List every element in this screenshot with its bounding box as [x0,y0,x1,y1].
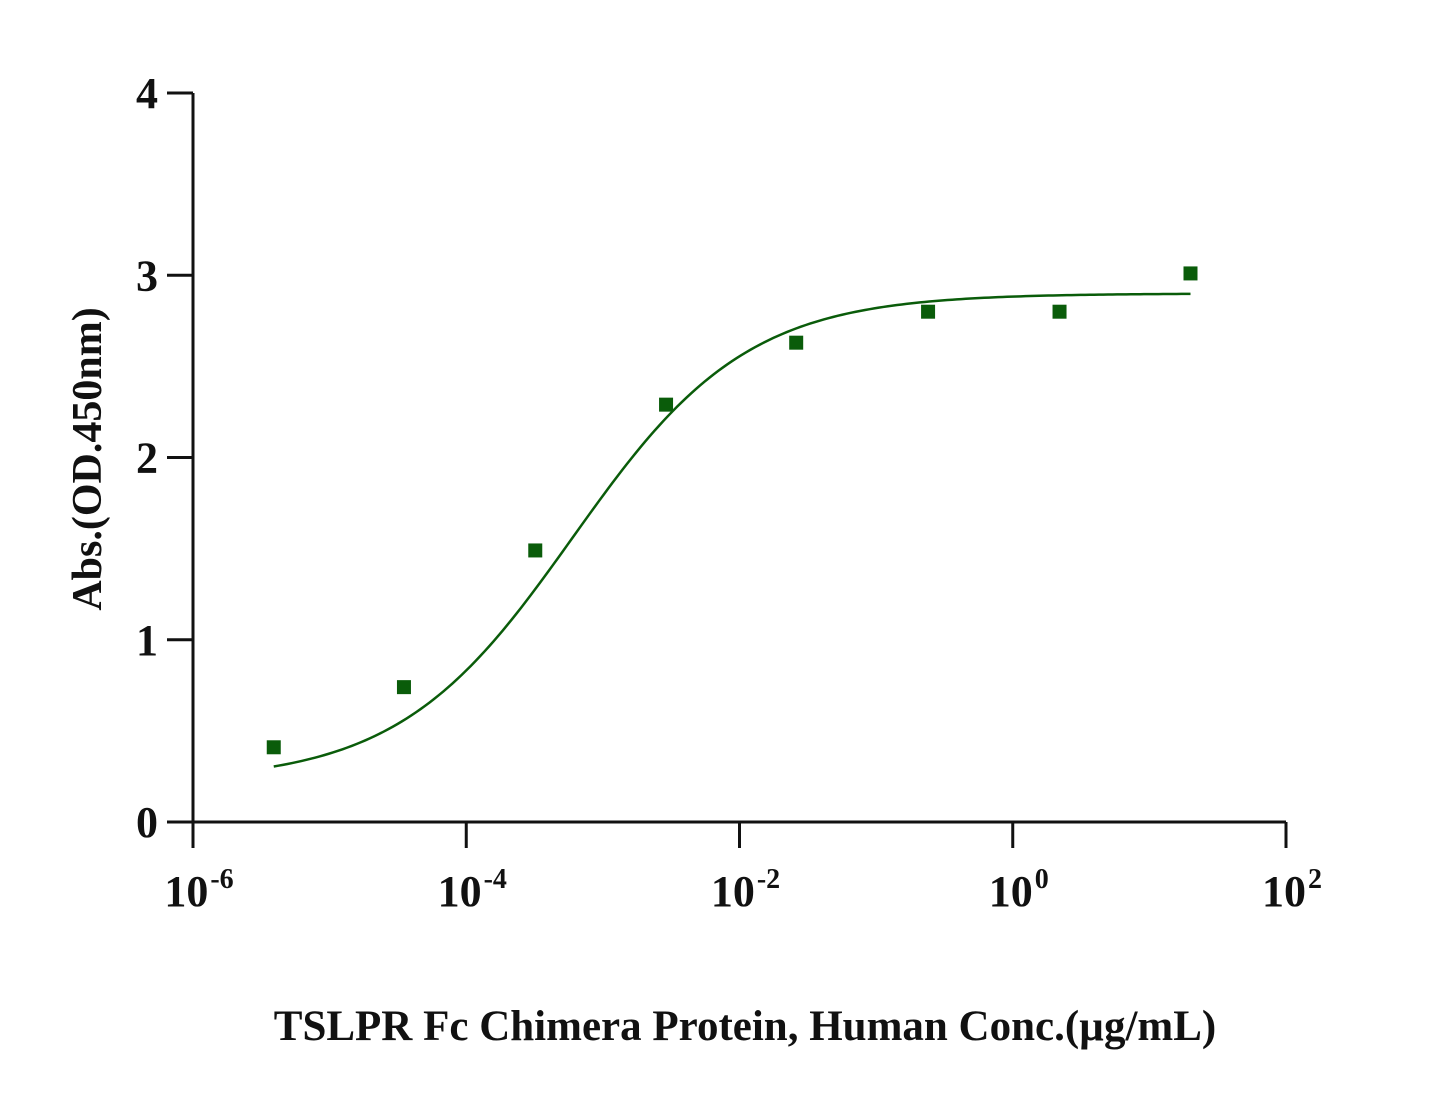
y-tick-label: 1 [136,616,158,665]
x-tick-exponent: 2 [1308,864,1322,895]
y-tick-label: 3 [136,251,158,300]
x-tick-label: 10-6 [164,864,233,916]
x-tick-base: 10 [711,867,755,916]
x-tick-base: 10 [1262,867,1306,916]
data-point [659,397,674,412]
fit-curve-layer [273,292,1191,768]
x-tick-base: 10 [989,867,1033,916]
y-axis-label: Abs.(OD.450nm) [65,307,111,610]
x-tick-label: 102 [1262,864,1322,916]
data-point [396,680,411,695]
x-tick-label: 10-2 [711,864,780,916]
data-point [789,335,804,350]
y-tick-label: 2 [136,434,158,483]
x-tick-exponent: -6 [210,864,233,895]
x-tick-label: 100 [989,864,1049,916]
data-point [921,304,936,319]
y-tick-labels: 0 1 2 3 4 [136,69,158,847]
x-tick-label: 10-4 [438,864,507,916]
x-tick-base: 10 [164,867,208,916]
data-point [1052,304,1067,319]
x-tick-exponent: -2 [757,864,780,895]
fit-curve [273,292,1191,768]
x-axis-label: TSLPR Fc Chimera Protein, Human Conc.(µg… [274,1003,1216,1050]
y-tick-label: 4 [136,69,158,118]
data-point [266,740,281,755]
x-tick-exponent: -4 [484,864,507,895]
y-tick-label: 0 [136,798,158,847]
data-points-layer [266,266,1198,755]
x-tick-labels: 10-6 10-4 10-2 100 102 [164,864,1322,916]
data-point [528,543,543,558]
data-point [1183,266,1198,281]
x-tick-exponent: 0 [1035,864,1049,895]
axes [167,91,1288,848]
x-tick-base: 10 [438,867,482,916]
